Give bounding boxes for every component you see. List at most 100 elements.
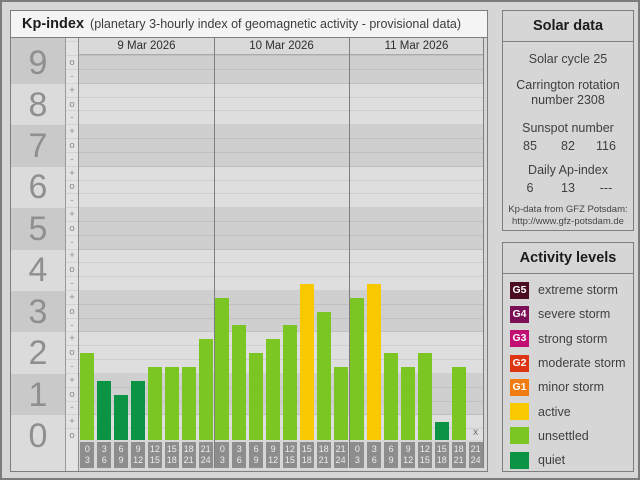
- grid-line: [79, 220, 484, 222]
- slot-end-hour: 12: [268, 455, 279, 465]
- axis-subtick: +: [69, 374, 75, 386]
- slot-end-hour: 3: [84, 455, 90, 465]
- kp-bar: [232, 325, 247, 440]
- slot-start-hour: 12: [419, 444, 430, 454]
- slot-start-hour: 0: [354, 444, 360, 454]
- grid-line: [66, 68, 78, 70]
- activity-levels-title: Activity levels: [503, 243, 633, 274]
- grid-line: [66, 41, 78, 43]
- kp-bar: [333, 366, 348, 440]
- time-slot-label: 9 12: [131, 442, 146, 468]
- legend-item: G5 extreme storm: [503, 278, 633, 302]
- slot-end-hour: 12: [133, 455, 144, 465]
- kp-band: [11, 290, 65, 333]
- slot-start-hour: 21: [470, 444, 481, 454]
- slot-start-hour: 0: [84, 444, 90, 454]
- grid-line: [66, 359, 78, 360]
- axis-subtick: -: [70, 153, 74, 165]
- grid-line: [66, 428, 78, 430]
- day-separator: [349, 38, 350, 468]
- plot-column: x 0 3 3 6 6 9 9 12 12 15 15 18 18 21 21 24 0 3 3 6 6 9 9 12 12 15…: [79, 38, 484, 471]
- plot-right-border: [483, 38, 484, 468]
- grid-line: [66, 276, 78, 278]
- grid-line: [79, 303, 484, 305]
- chart-subtitle: (planetary 3-hourly index of geomagnetic…: [90, 17, 462, 31]
- activity-color-chip: [510, 427, 529, 445]
- axis-tick-label: 1: [28, 375, 48, 414]
- grid-line: [79, 331, 484, 333]
- axis-subtick: o: [69, 347, 75, 359]
- slot-start-hour: 9: [135, 444, 141, 454]
- grid-line: [66, 179, 78, 181]
- axis-tick-label: 7: [28, 126, 48, 165]
- storm-level-chip: G5: [510, 281, 529, 299]
- slot-start-hour: 18: [183, 444, 194, 454]
- data-source-note: Kp-data from GFZ Potsdam: http://www.gfz…: [503, 204, 633, 227]
- time-slot-label: 15 18: [434, 442, 449, 468]
- axis-subtick: +: [69, 126, 75, 138]
- grid-line: [79, 359, 484, 360]
- legend-item: G3 strong storm: [503, 327, 633, 351]
- slot-start-hour: 3: [236, 444, 242, 454]
- grid-line: [66, 317, 78, 319]
- kp-band: [11, 208, 65, 250]
- axis-subtick: +: [69, 209, 75, 220]
- axis-tick-label: 5: [28, 209, 48, 248]
- slot-start-hour: 21: [200, 444, 211, 454]
- grid-line: [66, 165, 78, 167]
- axis-tick-label: 6: [28, 168, 48, 207]
- slot-end-hour: 18: [301, 455, 312, 465]
- carrington-rotation-text: Carrington rotation number 2308: [516, 78, 620, 107]
- axis-subtick: +: [69, 416, 75, 428]
- kp-bar: [80, 353, 95, 440]
- kp-bar: [384, 353, 399, 440]
- grid-line: [79, 179, 484, 181]
- slot-start-hour: 9: [270, 444, 276, 454]
- time-slot-label: 15 18: [164, 442, 179, 468]
- axis-subtick: +: [69, 84, 75, 96]
- legend-label: severe storm: [538, 307, 611, 322]
- axis-subtick: -: [70, 112, 74, 124]
- legend-item: active: [503, 399, 633, 423]
- sunspot-value: 82: [561, 139, 575, 153]
- axis-subtick: -: [70, 278, 74, 290]
- grid-line: [66, 151, 78, 153]
- kp-bar: [266, 339, 281, 440]
- axis-subtick: -: [70, 70, 74, 82]
- grid-line: [66, 110, 78, 112]
- grid-line: [66, 400, 78, 402]
- grid-line: [66, 207, 78, 209]
- grid-line: [66, 386, 78, 388]
- slot-end-hour: 3: [219, 455, 225, 465]
- slot-end-hour: 18: [166, 455, 177, 465]
- date-header: 11 Mar 2026: [349, 38, 484, 55]
- time-slot-label: 21 24: [333, 442, 348, 468]
- slot-end-hour: 15: [419, 455, 430, 465]
- slot-end-hour: 15: [149, 455, 160, 465]
- kp-bar: [299, 283, 314, 440]
- slot-start-hour: 6: [118, 444, 124, 454]
- grid-line: [79, 110, 484, 112]
- axis-subtick: o: [69, 139, 75, 151]
- time-slot-label: 21 24: [198, 442, 213, 468]
- kp-band: [79, 125, 484, 167]
- slot-start-hour: 6: [388, 444, 394, 454]
- slot-end-hour: 24: [335, 455, 346, 465]
- grid-line: [66, 82, 78, 84]
- chart-title: Kp-index: [22, 16, 85, 32]
- slot-end-hour: 3: [354, 455, 360, 465]
- slot-end-hour: 24: [200, 455, 211, 465]
- legend-item: G2 moderate storm: [503, 351, 633, 375]
- sunspot-number-values: 85 82 116: [503, 139, 633, 153]
- slot-end-hour: 21: [453, 455, 464, 465]
- axis-subtick: -: [70, 402, 74, 414]
- no-data-marker: x: [473, 427, 479, 438]
